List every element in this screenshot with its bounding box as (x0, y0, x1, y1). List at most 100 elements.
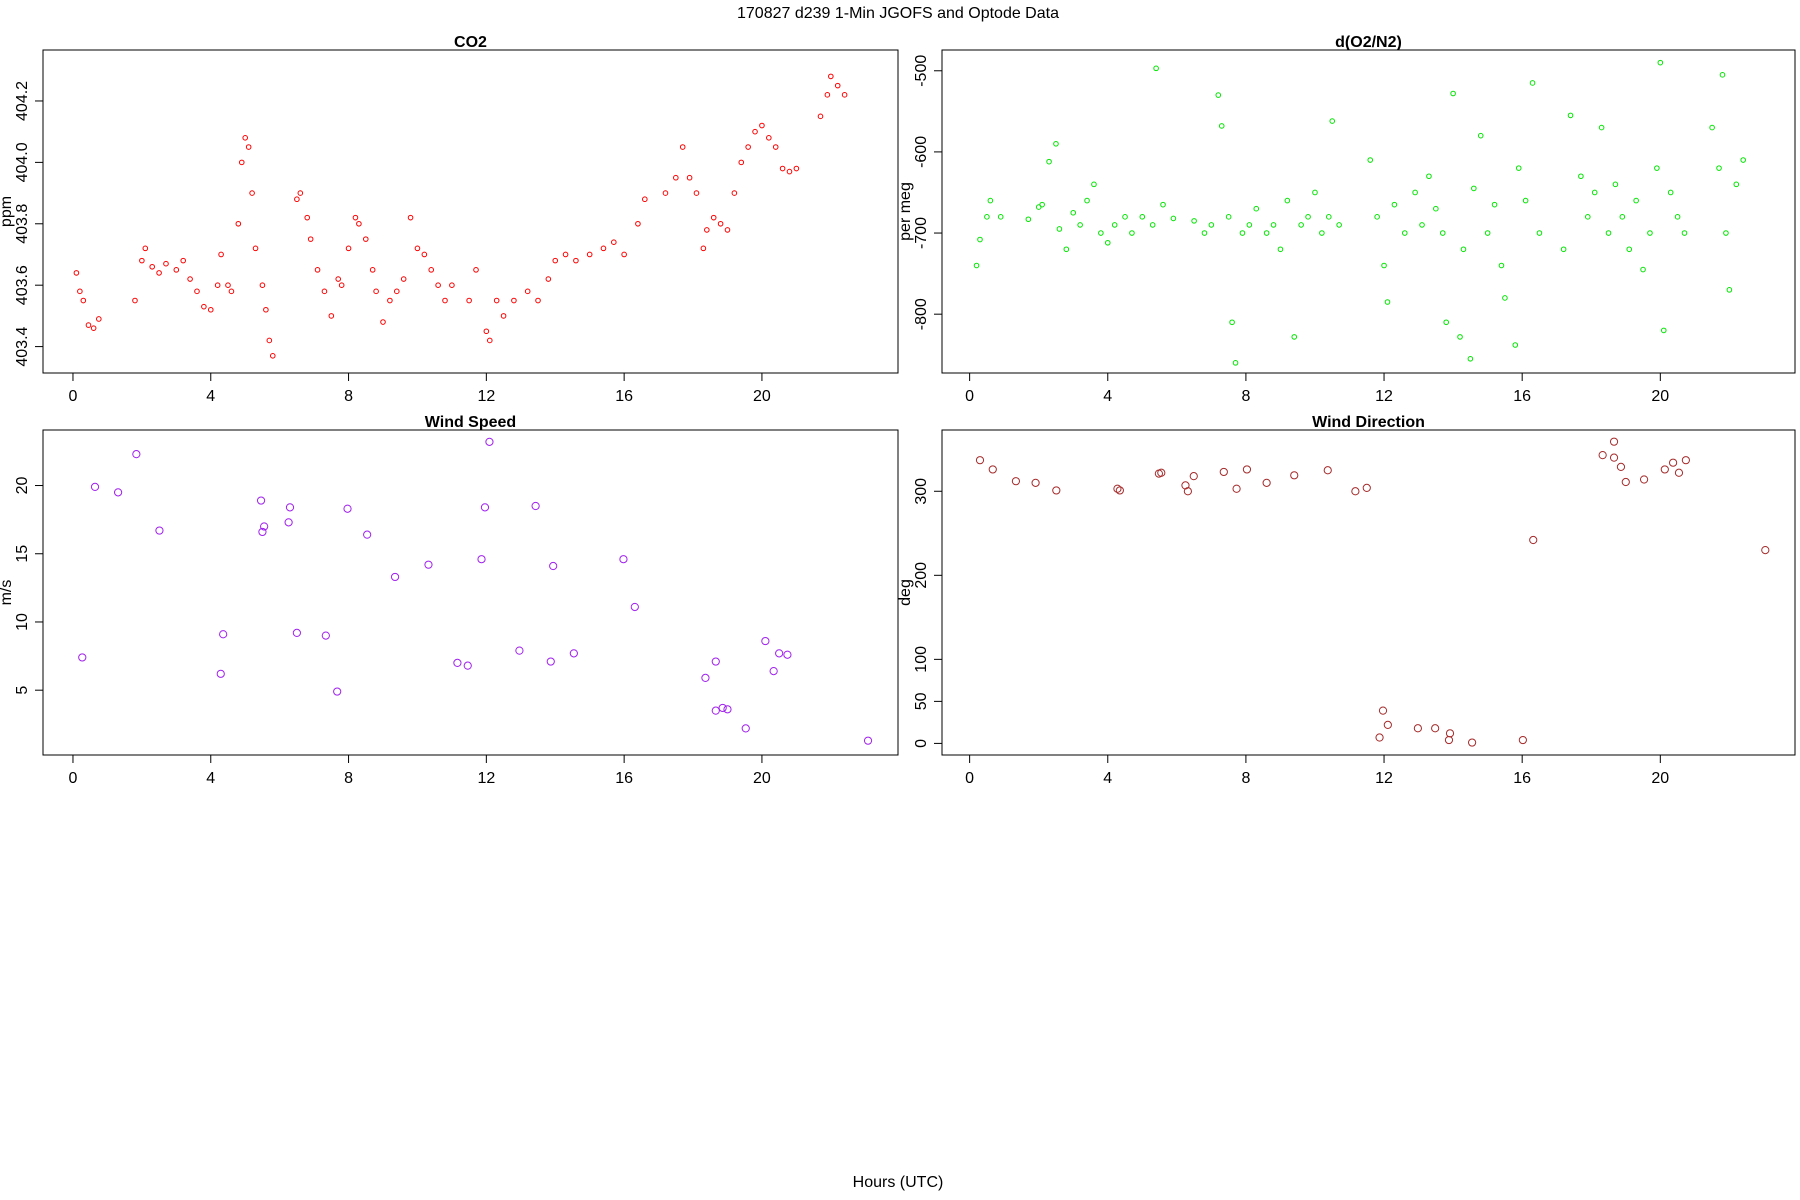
data-point (545, 276, 552, 282)
data-point (1716, 165, 1722, 171)
data-point (1284, 197, 1291, 204)
x-tick-label: 20 (753, 388, 771, 405)
data-point (524, 288, 531, 295)
x-tick-label: 16 (615, 770, 633, 787)
data-point (1621, 477, 1630, 487)
data-point (635, 220, 641, 227)
data-point (1426, 173, 1432, 180)
data-point (1726, 287, 1733, 293)
data-point (449, 282, 455, 288)
data-point (345, 245, 352, 252)
data-point (307, 236, 314, 242)
data-point (779, 165, 786, 172)
data-point (1298, 222, 1304, 228)
data-point (711, 706, 720, 715)
data-point (1518, 735, 1527, 745)
y-tick-label: 0 (913, 739, 930, 748)
data-point (1660, 465, 1669, 474)
data-point (1367, 157, 1374, 163)
data-point (700, 245, 707, 252)
data-point (1733, 181, 1740, 188)
data-point (256, 496, 266, 505)
data-point (793, 165, 800, 172)
data-point (1375, 733, 1384, 742)
data-point (1467, 356, 1474, 362)
y-tick-label: 403.8 (14, 204, 31, 244)
data-point (1529, 80, 1536, 86)
x-tick-label: 4 (206, 770, 215, 787)
data-point (297, 190, 304, 196)
data-point (1215, 92, 1222, 98)
data-point (759, 122, 765, 129)
data-point (428, 267, 435, 273)
data-point (1598, 451, 1607, 460)
data-point (294, 196, 300, 203)
data-point (156, 270, 162, 276)
x-tick-label: 8 (344, 388, 353, 405)
data-point (552, 257, 559, 264)
data-point (245, 144, 252, 150)
data-point (1374, 214, 1380, 220)
data-point (1153, 65, 1159, 72)
data-point (673, 174, 679, 181)
data-point (338, 282, 345, 288)
data-point (1325, 214, 1332, 220)
data-point (573, 257, 579, 264)
data-point (259, 282, 266, 288)
data-point (977, 236, 983, 243)
data-point (483, 328, 490, 335)
panel-title: Wind Direction (1312, 414, 1425, 431)
data-point (1529, 535, 1538, 545)
data-point (1246, 222, 1253, 228)
data-point (1654, 165, 1660, 171)
data-point (1384, 299, 1391, 305)
data-point (642, 196, 648, 203)
panel: d(O2/N2) per meg 0 4 8 12 16 20 -800 -700 -600 -500 (897, 34, 1796, 405)
data-point (235, 220, 242, 227)
data-point (424, 560, 433, 569)
data-point (373, 288, 379, 295)
data-point (1351, 487, 1360, 496)
data-point (1674, 468, 1684, 477)
data-point (1232, 360, 1239, 366)
data-point (304, 214, 311, 221)
x-tick-label: 0 (69, 388, 78, 405)
data-point (704, 227, 710, 233)
data-point (1139, 214, 1146, 220)
data-point (745, 144, 751, 150)
data-point (973, 262, 980, 269)
data-point (207, 306, 214, 313)
data-point (1598, 124, 1605, 131)
data-point (335, 276, 342, 282)
data-point (984, 214, 990, 220)
plot-frame (42, 429, 899, 756)
y-tick-label: -800 (913, 298, 930, 330)
data-point (752, 128, 758, 135)
data-point (390, 572, 400, 582)
data-point (1063, 246, 1070, 253)
x-tick-label: 12 (1375, 388, 1393, 405)
data-point (1616, 462, 1626, 471)
data-point (662, 190, 669, 196)
x-tick-label: 8 (1241, 770, 1250, 787)
data-point (772, 144, 779, 150)
y-tick-label: 200 (913, 562, 930, 589)
y-tick-label: 404.2 (14, 81, 31, 121)
x-tick-label: 16 (1513, 388, 1531, 405)
x-tick-label: 12 (1375, 770, 1393, 787)
data-point (1290, 471, 1299, 480)
data-point (1323, 466, 1332, 475)
data-point (321, 631, 330, 640)
y-tick-label: 404.0 (14, 142, 31, 182)
data-point (1115, 486, 1124, 495)
data-point (988, 465, 997, 474)
data-point (463, 661, 472, 670)
y-tick-label: 403.6 (14, 265, 31, 305)
data-point (686, 174, 693, 181)
panel: CO2 ppm 0 4 8 12 16 20 403.4 403.6 403.8 404.0 404.2 (0, 34, 899, 405)
data-point (1443, 319, 1450, 326)
data-point (1681, 230, 1688, 236)
panel-title: Wind Speed (425, 414, 516, 431)
data-point (619, 555, 628, 564)
data-point (242, 135, 249, 141)
